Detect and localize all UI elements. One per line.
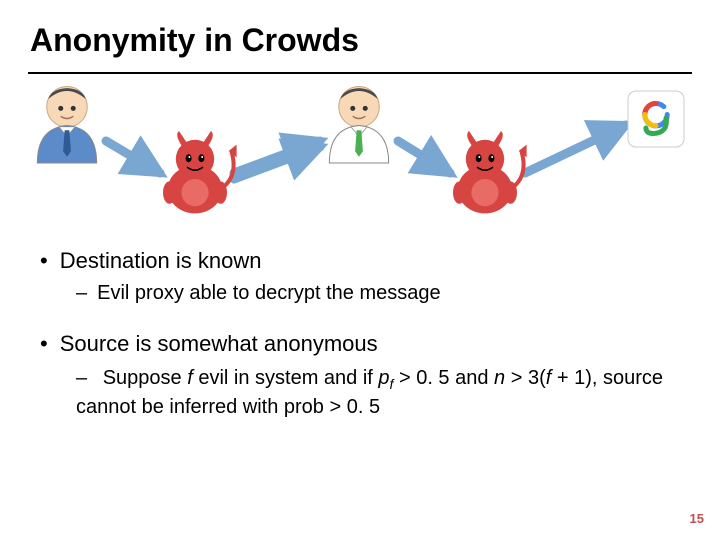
slide-title: Anonymity in Crowds [30, 22, 359, 59]
bullet-2-sub: Suppose f evil in system and if pf > 0. … [76, 365, 680, 421]
diagram-area [0, 85, 720, 225]
t: evil in system and if [193, 367, 379, 389]
bullet-1-sub: Evil proxy able to decrypt the message [76, 282, 680, 305]
diagram-svg [0, 85, 720, 235]
title-underline [28, 72, 692, 74]
page-number: 15 [690, 511, 704, 526]
bullet-list: Destination is known Evil proxy able to … [40, 248, 680, 447]
var-p: p [378, 367, 389, 389]
t: Suppose [103, 367, 188, 389]
bullet-1: Destination is known [40, 248, 680, 274]
bullet-2: Source is somewhat anonymous [40, 331, 680, 357]
t: > 3( [505, 367, 546, 389]
var-n: n [494, 367, 505, 389]
t: > 0. 5 and [393, 367, 494, 389]
